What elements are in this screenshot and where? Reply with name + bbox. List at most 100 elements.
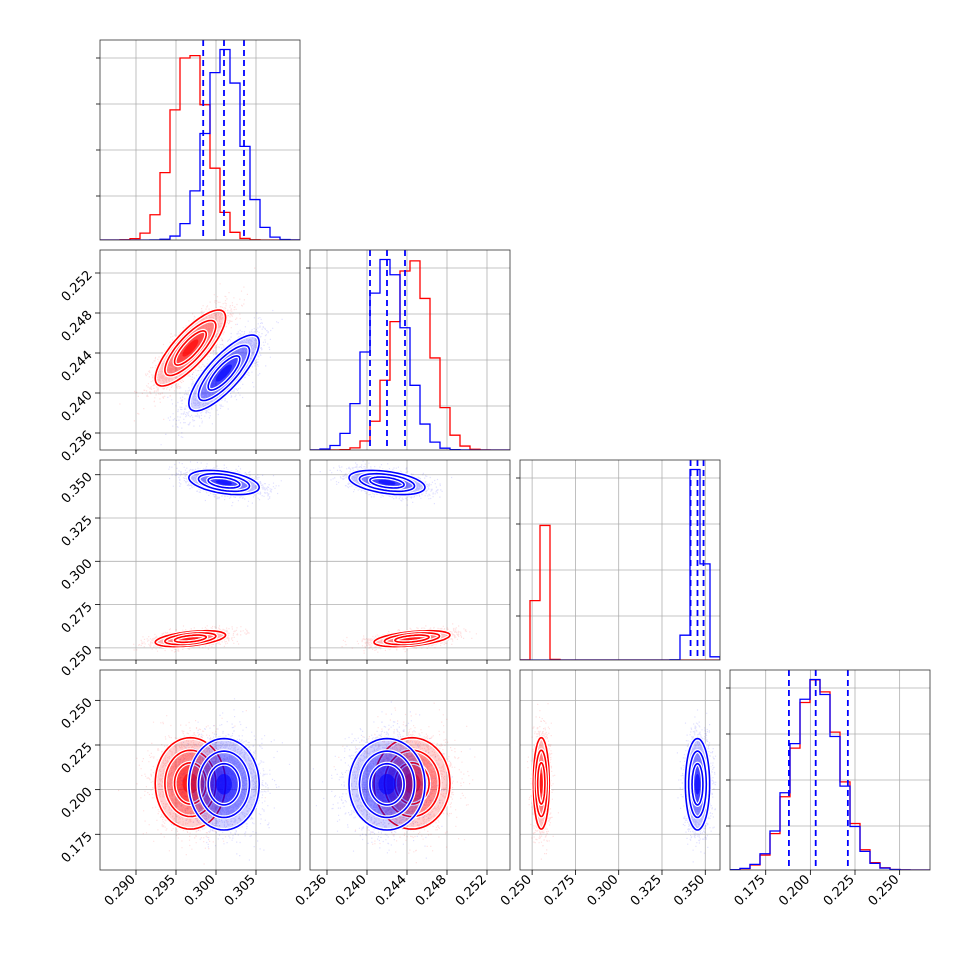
x-tick-label: 0.240 (333, 872, 370, 909)
panel-content (310, 250, 510, 450)
contour-series-1 (207, 476, 241, 489)
density-fill-series-1 (216, 774, 232, 795)
panel-frame (519, 669, 721, 871)
density-fill-series-1 (378, 479, 396, 486)
panel-frame (309, 249, 511, 451)
y-tick-label: 0.252 (59, 268, 96, 305)
panel-frame (309, 459, 511, 661)
contour-series-1 (197, 750, 251, 819)
contour-series-1 (207, 762, 241, 806)
contour-series-1 (369, 476, 405, 489)
x-tick-label: 0.305 (222, 872, 259, 909)
contour-series-0 (154, 629, 227, 648)
contour-series-0 (164, 632, 217, 646)
x-tick-label: 0.295 (142, 872, 179, 909)
panel-0-0 (96, 39, 301, 241)
x-tick-label: 0.252 (453, 872, 490, 909)
y-tick-label: 0.244 (59, 348, 96, 385)
y-tick-label: 0.275 (59, 600, 96, 637)
y-tick-label: 0.250 (59, 643, 96, 680)
x-tick-label: 0.244 (373, 872, 410, 909)
panel-3-1: 0.236 0.240 0.244 0.248 0.252 (293, 669, 511, 909)
contour-series-0 (536, 761, 546, 805)
y-tick-label: 0.236 (59, 428, 96, 465)
panel-content (310, 670, 510, 870)
density-fill-series-0 (539, 773, 544, 794)
y-tick-label: 0.225 (59, 740, 96, 777)
panel-3-3: 0.175 0.200 0.225 0.250 (726, 669, 931, 909)
contour-series-1 (348, 737, 426, 831)
contour-series-1 (207, 355, 241, 391)
panel-2-2 (516, 459, 721, 661)
contour-series-0 (164, 319, 217, 377)
panel-content (100, 250, 300, 450)
contour-series-0 (173, 634, 207, 644)
density-fill-series-1 (378, 774, 396, 795)
panel-content (730, 670, 930, 870)
x-tick-label: 0.250 (866, 872, 903, 909)
contour-series-0 (173, 761, 207, 805)
contour-series-0 (394, 634, 430, 644)
contour-series-0 (164, 749, 217, 818)
density-fill-series-0 (182, 339, 199, 357)
contour-series-0 (373, 629, 451, 648)
panel-frame (99, 249, 301, 451)
x-tick-label: 0.300 (585, 872, 622, 909)
density-fill-series-1 (694, 774, 701, 795)
x-tick-label: 0.300 (182, 872, 219, 909)
panel-content (100, 670, 300, 870)
x-tick-label: 0.325 (628, 872, 665, 909)
contour-series-1 (187, 737, 261, 831)
y-tick-label: 0.175 (59, 829, 96, 866)
contour-series-1 (187, 334, 261, 412)
x-tick-label: 0.250 (498, 872, 535, 909)
panel-content (100, 460, 300, 660)
contour-series-1 (684, 737, 711, 831)
contour-series-1 (187, 469, 261, 496)
panel-frame (99, 669, 301, 871)
y-tick-label: 0.300 (59, 556, 96, 593)
x-tick-label: 0.236 (293, 872, 330, 909)
panel-2-0: 0.250 0.275 0.300 0.325 0.350 (59, 459, 301, 680)
panel-content (310, 460, 510, 660)
histogram-series-0 (520, 524, 720, 660)
y-tick-label: 0.325 (59, 513, 96, 550)
panel-3-0: 0.290 0.295 0.300 0.305 0.175 0.200 0.225 0.250 (59, 669, 301, 909)
panel-3-2: 0.250 0.275 0.300 0.325 0.350 (498, 669, 721, 909)
panel-content (100, 40, 300, 240)
histogram-series-1 (310, 258, 510, 450)
y-tick-label: 0.250 (59, 695, 96, 732)
x-tick-label: 0.248 (413, 872, 450, 909)
contour-series-0 (373, 736, 451, 830)
contour-series-1 (369, 762, 405, 806)
contour-series-0 (383, 632, 441, 646)
x-tick-label: 0.200 (776, 872, 813, 909)
x-tick-label: 0.175 (732, 872, 769, 909)
contour-series-1 (687, 750, 708, 819)
contour-series-1 (197, 344, 251, 402)
contour-series-1 (197, 472, 251, 493)
contour-series-1 (358, 472, 416, 493)
panel-frame (99, 39, 301, 241)
x-tick-label: 0.225 (821, 872, 858, 909)
density-fill-series-1 (216, 364, 232, 382)
panel-frame (309, 669, 511, 871)
histogram-series-1 (520, 468, 720, 660)
density-fill-series-1 (216, 479, 232, 486)
histogram-series-1 (730, 678, 930, 870)
x-tick-label: 0.275 (541, 872, 578, 909)
y-tick-label: 0.240 (59, 388, 96, 425)
panel-frame (99, 459, 301, 661)
panel-1-1 (306, 249, 511, 451)
panel-content (520, 460, 720, 660)
contour-series-1 (691, 762, 704, 806)
x-tick-label: 0.290 (102, 872, 139, 909)
y-tick-label: 0.200 (59, 785, 96, 822)
contour-series-0 (154, 309, 227, 387)
x-tick-label: 0.350 (671, 872, 708, 909)
contour-series-0 (532, 736, 551, 830)
panel-content (520, 670, 720, 870)
panel-frame (729, 669, 931, 871)
